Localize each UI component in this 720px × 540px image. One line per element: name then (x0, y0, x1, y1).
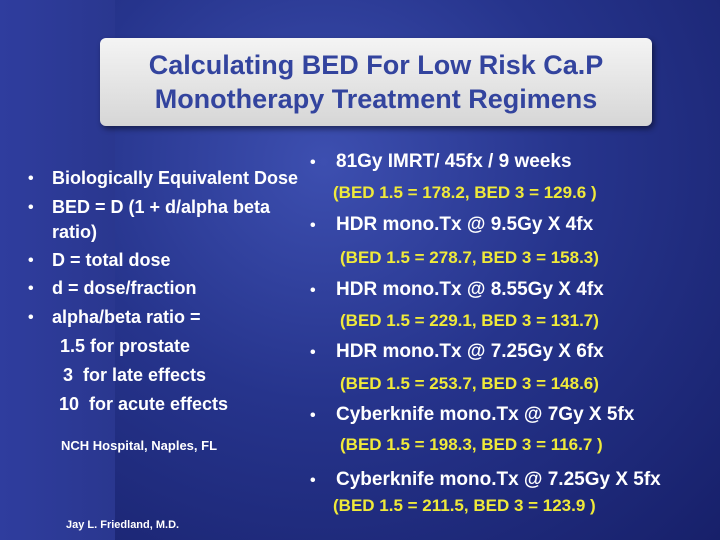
slide-title-line-2: Monotherapy Treatment Regimens (154, 84, 598, 114)
regimen-label-5: Cyberknife mono.Tx @ 7Gy X 5fx (336, 404, 635, 425)
bullet-icon: • (310, 407, 316, 424)
regimen-bed-5: (BED 1.5 = 198.3, BED 3 = 116.7 ) (340, 435, 603, 454)
slide-title-line-1: Calculating BED For Low Risk Ca.P (148, 50, 604, 80)
left-item-2-cont: ratio) (52, 222, 97, 242)
bullet-icon: • (28, 252, 34, 269)
regimen-label-6: Cyberknife mono.Tx @ 7.25Gy X 5fx (336, 469, 661, 490)
bullet-icon: • (28, 280, 34, 297)
regimen-bed-2: (BED 1.5 = 278.7, BED 3 = 158.3) (340, 248, 599, 267)
bullet-icon: • (28, 170, 34, 187)
left-item-5: alpha/beta ratio = (52, 307, 201, 327)
regimen-bed-3: (BED 1.5 = 229.1, BED 3 = 131.7) (340, 311, 599, 330)
regimen-bed-4: (BED 1.5 = 253.7, BED 3 = 148.6) (340, 374, 599, 393)
bullet-icon: • (310, 217, 316, 234)
bullet-icon: • (310, 472, 316, 489)
regimen-label-3: HDR mono.Tx @ 8.55Gy X 4fx (336, 279, 604, 300)
left-item-1: Biologically Equivalent Dose (52, 168, 299, 188)
regimen-label-1: 81Gy IMRT/ 45fx / 9 weeks (336, 151, 572, 172)
bullet-icon: • (28, 309, 34, 326)
regimen-label-2: HDR mono.Tx @ 9.5Gy X 4fx (336, 214, 594, 235)
ratio-acute-effects: 10 for acute effects (59, 394, 229, 414)
bullet-icon: • (310, 344, 316, 361)
bullet-icon: • (310, 154, 316, 171)
left-item-2: BED = D (1 + d/alpha beta (52, 197, 271, 217)
left-item-4: d = dose/fraction (52, 278, 197, 298)
bullet-icon: • (310, 282, 316, 299)
author-name: Jay L. Friedland, M.D. (66, 519, 180, 531)
left-item-3: D = total dose (52, 250, 171, 270)
title-box: Calculating BED For Low Risk Ca.P Monoth… (100, 38, 652, 126)
regimen-bed-1: (BED 1.5 = 178.2, BED 3 = 129.6 ) (333, 183, 597, 202)
regimen-label-4: HDR mono.Tx @ 7.25Gy X 6fx (336, 341, 604, 362)
left-band (0, 0, 115, 540)
regimen-bed-6: (BED 1.5 = 211.5, BED 3 = 123.9 ) (333, 496, 596, 515)
hospital-name: NCH Hospital, Naples, FL (61, 438, 218, 453)
ratio-late-effects: 3 for late effects (63, 365, 207, 385)
bullet-icon: • (28, 199, 34, 216)
ratio-prostate: 1.5 for prostate (60, 336, 191, 356)
